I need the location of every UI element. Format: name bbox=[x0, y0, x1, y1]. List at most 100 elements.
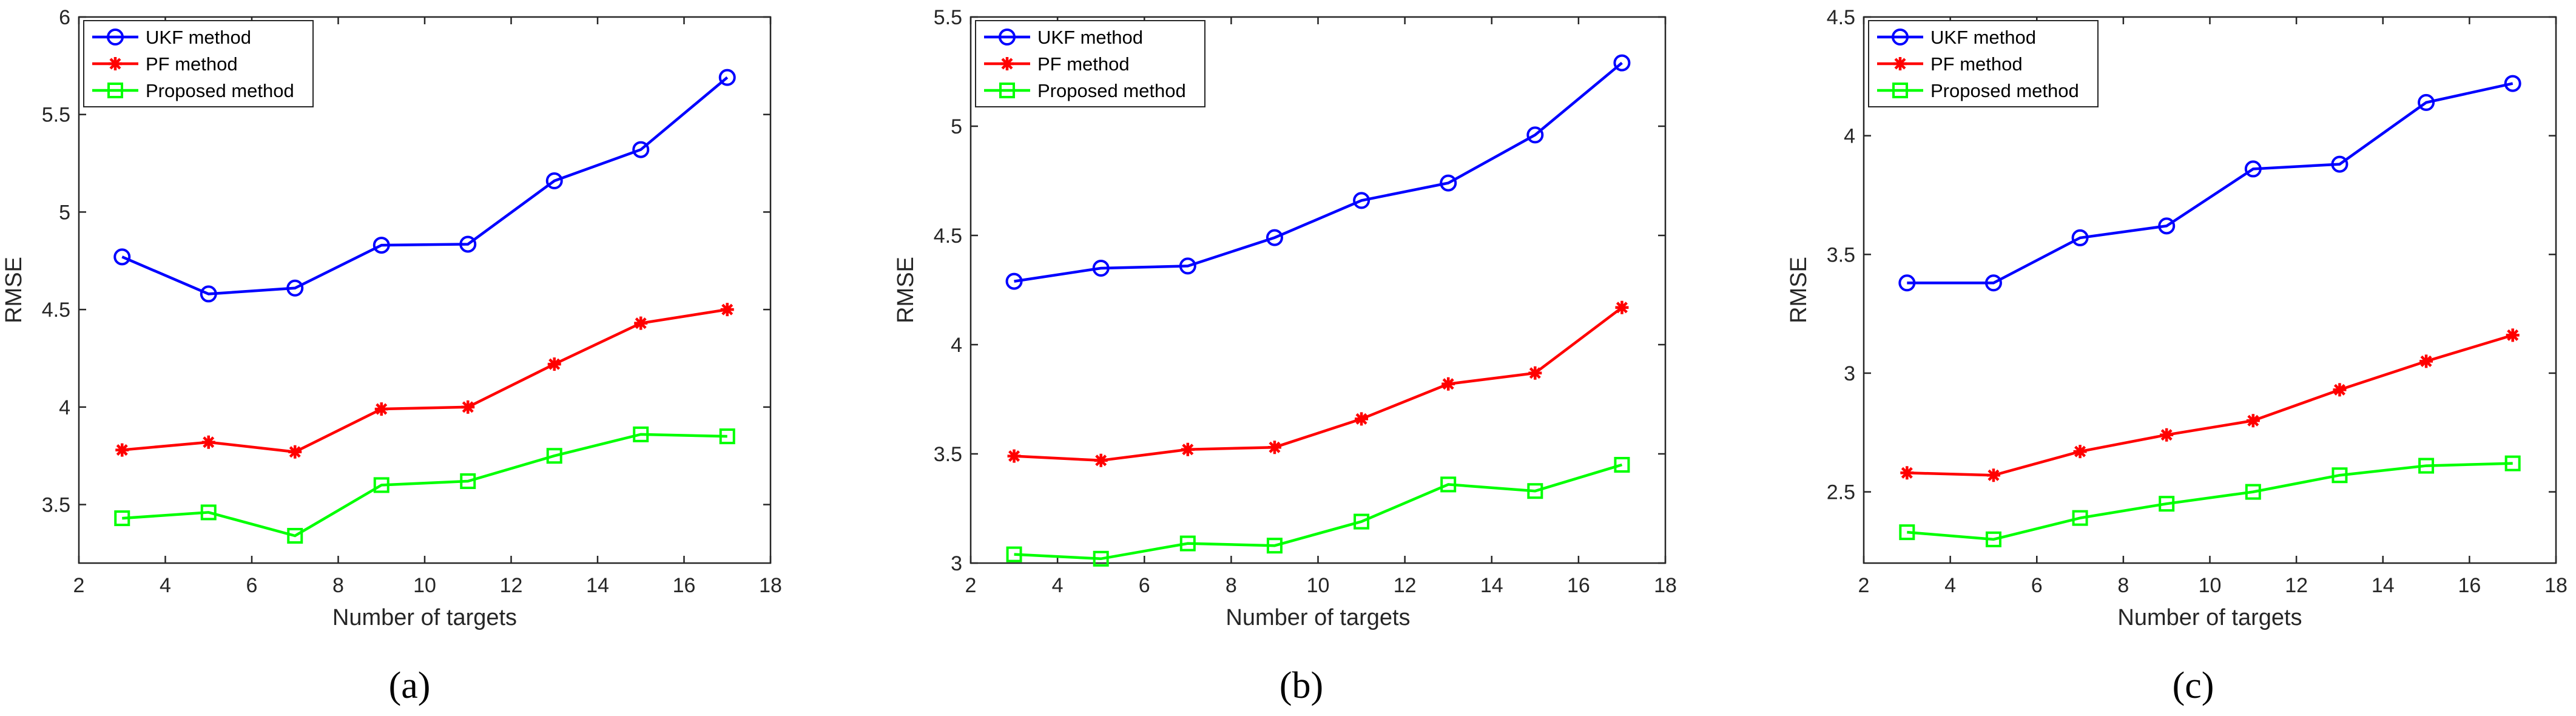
data-point bbox=[1986, 468, 2000, 482]
y-tick-label: 4.5 bbox=[1827, 6, 1855, 29]
data-point bbox=[1613, 54, 1631, 72]
x-axis-label: Number of targets bbox=[332, 605, 517, 630]
data-point bbox=[287, 528, 303, 544]
chart-panel-b: 2 4 6 8 10 12 14 16 18 3 3.5 4 4.5 5 5.5 Number of targ… bbox=[893, 6, 1677, 630]
legend-label: UKF method bbox=[1930, 27, 2036, 48]
x-tick-label: 14 bbox=[1480, 574, 1503, 597]
y-tick-label: 3.5 bbox=[42, 494, 70, 517]
series-ukf-method bbox=[1898, 75, 2521, 292]
data-point bbox=[1093, 550, 1109, 567]
x-tick-label: 14 bbox=[2372, 574, 2395, 597]
data-point bbox=[115, 443, 129, 457]
axes-frame bbox=[969, 16, 1667, 564]
data-point bbox=[373, 237, 390, 254]
data-point bbox=[374, 402, 388, 416]
data-point bbox=[2331, 155, 2348, 173]
data-point bbox=[2073, 445, 2087, 459]
data-point bbox=[1354, 513, 1370, 530]
data-point bbox=[547, 357, 561, 371]
series-line bbox=[1907, 462, 2513, 541]
data-point bbox=[2419, 354, 2433, 368]
series-line bbox=[1014, 61, 1623, 283]
y-tick-label: 4 bbox=[951, 334, 962, 357]
legend: UKF method PF method Proposed method bbox=[83, 20, 314, 107]
x-tick-label: 2 bbox=[73, 574, 85, 597]
y-axis-label: RMSE bbox=[1, 257, 27, 323]
x-tick-label: 16 bbox=[1567, 574, 1590, 597]
data-point bbox=[2418, 458, 2435, 474]
data-point bbox=[1179, 535, 1196, 552]
caption-a: (a) bbox=[389, 665, 431, 706]
data-point bbox=[2506, 328, 2520, 342]
data-point bbox=[1526, 126, 1544, 144]
data-point bbox=[2504, 455, 2521, 471]
data-point bbox=[2246, 414, 2260, 428]
data-point bbox=[545, 172, 563, 189]
x-tick-label: 8 bbox=[2117, 574, 2129, 597]
series-proposed-method bbox=[114, 426, 735, 544]
y-tick-label: 4.5 bbox=[934, 225, 962, 248]
axes-frame bbox=[78, 16, 772, 564]
data-point bbox=[200, 285, 217, 303]
data-point bbox=[632, 141, 650, 158]
data-point bbox=[1441, 377, 1455, 391]
data-point bbox=[1900, 466, 1914, 480]
series-line bbox=[122, 433, 727, 538]
data-point bbox=[1527, 483, 1543, 499]
data-point bbox=[201, 435, 215, 449]
series-proposed-method bbox=[1899, 455, 2521, 547]
x-tick-label: 6 bbox=[1139, 574, 1150, 597]
x-tick-label: 4 bbox=[160, 574, 171, 597]
data-point bbox=[288, 445, 302, 459]
x-tick-label: 4 bbox=[1052, 574, 1064, 597]
legend-label: Proposed method bbox=[1037, 80, 1186, 101]
x-tick-label: 14 bbox=[586, 574, 609, 597]
data-point bbox=[1266, 229, 1283, 246]
data-point bbox=[1440, 476, 1457, 493]
series-line bbox=[1907, 334, 2514, 477]
x-tick-label: 10 bbox=[413, 574, 436, 597]
y-tick-label: 3 bbox=[1844, 362, 1855, 385]
x-tick-label: 4 bbox=[1944, 574, 1956, 597]
data-point bbox=[1006, 546, 1022, 562]
data-point bbox=[2160, 428, 2174, 442]
data-point bbox=[2418, 93, 2435, 111]
data-point bbox=[2072, 510, 2088, 526]
data-point bbox=[1985, 531, 2001, 547]
data-point bbox=[1181, 442, 1195, 456]
x-tick-label: 8 bbox=[1226, 574, 1237, 597]
legend-marker bbox=[107, 83, 123, 98]
x-tick-label: 12 bbox=[500, 574, 523, 597]
series-line bbox=[121, 76, 729, 296]
chart-panel-c: 2 4 6 8 10 12 14 16 18 2.5 3 3.5 4 4.5 Number of targe… bbox=[1786, 6, 2568, 630]
caption-b: (b) bbox=[1280, 665, 1323, 706]
data-point bbox=[373, 477, 389, 493]
data-point bbox=[546, 448, 562, 464]
data-point bbox=[634, 316, 648, 330]
data-point bbox=[1353, 192, 1371, 209]
data-point bbox=[1528, 366, 1542, 380]
legend: UKF method PF method Proposed method bbox=[1868, 20, 2099, 107]
y-tick-label: 3 bbox=[951, 552, 962, 575]
series-ukf-method bbox=[1005, 54, 1631, 290]
data-point bbox=[2504, 75, 2521, 92]
legend-marker bbox=[1892, 29, 1909, 46]
series-proposed-method bbox=[1006, 457, 1630, 567]
data-point bbox=[460, 473, 476, 489]
data-point bbox=[2333, 383, 2347, 397]
data-point bbox=[719, 428, 735, 445]
series-line bbox=[1014, 306, 1623, 462]
y-axis-label: RMSE bbox=[1786, 257, 1812, 323]
data-point bbox=[1266, 538, 1283, 554]
data-point bbox=[1267, 441, 1281, 454]
data-point bbox=[114, 510, 130, 527]
x-tick-label: 10 bbox=[1307, 574, 1330, 597]
data-point bbox=[1898, 274, 1916, 292]
legend-marker bbox=[107, 29, 124, 46]
y-tick-label: 2.5 bbox=[1827, 481, 1855, 504]
data-point bbox=[1092, 260, 1110, 277]
legend-marker bbox=[1000, 57, 1014, 70]
legend-label: PF method bbox=[146, 53, 238, 75]
x-tick-label: 18 bbox=[1654, 574, 1677, 597]
legend-marker bbox=[999, 29, 1016, 46]
